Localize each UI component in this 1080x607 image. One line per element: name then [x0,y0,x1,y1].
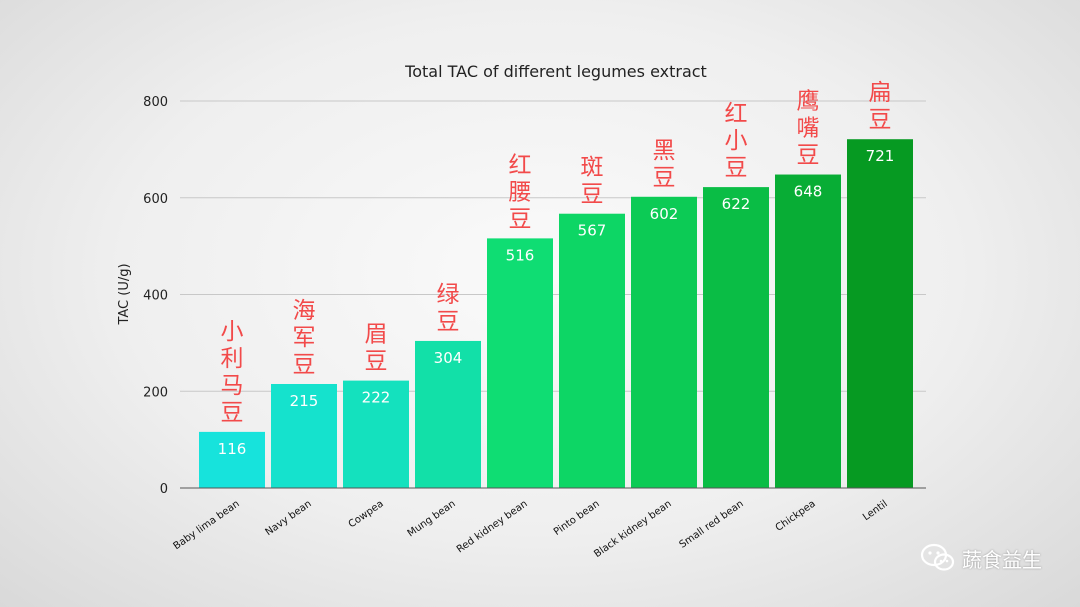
x-tick-label: Black kidney bean [592,498,673,560]
y-tick-label: 200 [143,385,168,400]
x-tick-label: Mung bean [406,498,458,539]
y-tick-label: 800 [143,95,168,110]
bars: 116 小利马豆 215 海军豆 222 眉豆 304 绿豆 516 红腰豆 567 斑豆 602 黑豆 6… [199,80,913,489]
data-label: 215 [290,392,319,410]
x-tick-label: Pinto bean [552,498,602,537]
bar [199,431,265,488]
data-label: 516 [506,246,535,264]
chart-title: Total TAC of different legumes extract [404,62,707,81]
data-label: 721 [866,147,895,165]
chinese-annotation: 眉豆 [365,322,388,375]
bar [703,187,769,489]
bar [559,213,625,488]
x-tick-label: Cowpea [347,498,386,530]
data-label: 567 [578,222,607,240]
bar [847,139,913,488]
x-tick-label: Chickpea [774,498,818,533]
watermark-text: 蔬食益生 [962,547,1042,572]
chinese-annotation: 黑豆 [653,138,676,191]
chinese-annotation: 小利马豆 [221,319,244,426]
chinese-annotation: 绿豆 [437,282,460,335]
data-label: 648 [794,183,823,201]
y-tick-label: 0 [160,482,168,497]
chinese-annotation: 斑豆 [581,155,604,208]
bar [271,383,337,488]
x-tick-label: Small red bean [678,498,746,550]
chinese-annotation: 海军豆 [293,298,316,378]
data-label: 304 [434,349,463,367]
chinese-annotation: 鹰嘴豆 [797,89,820,169]
y-axis-ticks: 0 200 400 600 800 [143,95,168,497]
data-label: 116 [218,440,247,458]
x-tick-label: Baby lima bean [172,498,242,552]
y-axis-label: TAC (U/g) [117,263,132,325]
bar [631,196,697,488]
bar [775,174,841,488]
data-label: 222 [362,389,391,407]
bar [415,340,481,488]
x-axis-ticks: Baby lima bean Navy bean Cowpea Mung beanRe… [172,498,890,560]
data-label: 622 [722,195,751,213]
data-label: 602 [650,205,679,223]
wechat-icon [920,543,955,571]
y-tick-label: 400 [143,289,168,304]
y-tick-label: 600 [143,192,168,207]
x-tick-label: Navy bean [264,498,314,538]
chinese-annotation: 红小豆 [725,101,748,181]
x-tick-label: Red kidney bean [455,498,530,555]
x-tick-label: Lentil [861,498,890,523]
chinese-annotation: 红腰豆 [509,152,532,232]
bar [487,238,553,488]
watermark: 蔬食益生 [920,543,1042,573]
bar [343,380,409,488]
chinese-annotation: 扁豆 [869,80,892,133]
